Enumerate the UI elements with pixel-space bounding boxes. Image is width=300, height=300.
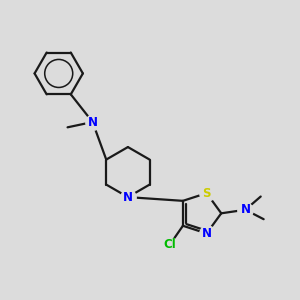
Text: N: N <box>240 203 250 216</box>
Text: N: N <box>123 190 133 204</box>
Text: Cl: Cl <box>163 238 176 251</box>
Text: N: N <box>88 116 98 128</box>
Text: S: S <box>202 187 211 200</box>
Text: N: N <box>202 227 212 240</box>
